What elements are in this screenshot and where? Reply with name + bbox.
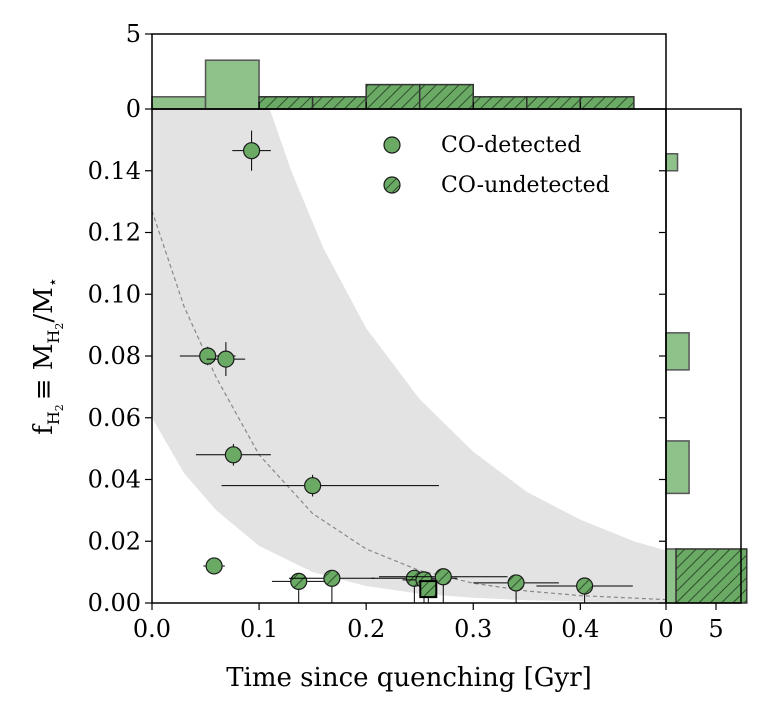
x-tick-label: 0.0 [133,615,171,643]
data-point-undetected [507,574,525,592]
top-hist-bar-undetected [579,96,635,110]
data-point-undetected [576,577,594,595]
data-point-detected [242,142,261,160]
model-median-curve [152,210,666,601]
data-point-detected [205,557,223,575]
y-tick-label: 0.14 [88,157,141,185]
x-axis-label: Time since quenching [Gyr] [226,663,592,693]
y-axis-label: fH2≡ MH2/M⋆ [29,277,66,435]
legend-marker-detected [383,136,401,154]
y-tick-label: 0.02 [88,527,141,555]
top-hist-bar-detected [204,59,260,110]
x-tick-label: 0.2 [347,615,385,643]
data-point-undetected [434,568,452,586]
x-tick-label: 0.3 [454,615,492,643]
x-tick-label: 0.4 [561,615,599,643]
right-histogram [665,153,748,604]
top-hist-bar-undetected [365,83,421,110]
right-hist-x-tick-label: 0 [658,615,673,643]
model-band [152,109,666,603]
right-hist-bar-undetected [675,548,748,604]
top-hist-bar-undetected [418,83,475,110]
y-tick-label: 0.10 [88,280,141,308]
top-hist-bar-undetected [526,96,582,110]
x-tick-label: 0.1 [240,615,278,643]
y-tick-label: 0.00 [88,589,141,617]
data-point-detected [199,347,217,365]
top-hist-y-tick-label: 5 [126,20,141,48]
data-point-undetected [323,569,341,587]
data-point-square [419,580,438,599]
legend-label-undetected: CO-undetected [441,173,610,198]
top-axes-frame [151,33,667,110]
right-hist-bar-detected [665,153,679,172]
ticks-layer: 0.0 0.1 0.2 0.3 0.4 0.00 0.02 0.04 0.06 0.08 0.10 0… [88,20,724,643]
data-point-undetected [290,572,308,590]
top-hist-bar-undetected [311,96,367,110]
y-tick-label: 0.12 [88,219,141,247]
top-hist-bar-detected [151,96,207,110]
y-tick-label: 0.06 [88,404,141,432]
top-hist-bar-undetected [258,96,314,110]
right-hist-bar-detected [665,440,690,495]
right-hist-bar-detected [665,332,690,371]
legend-marker-undetected [383,176,401,194]
svg-text:fH2≡ MH2/M⋆: fH2≡ MH2/M⋆ [29,277,66,435]
right-hist-x-tick-label: 5 [708,615,723,643]
top-histogram [151,59,635,110]
legend-label-detected: CO-detected [441,133,581,158]
top-hist-y-tick-label: 0 [126,95,141,123]
y-tick-label: 0.08 [88,342,141,370]
data-point-detected [304,477,322,495]
data-point-detected [217,350,235,368]
model-band-layer [152,109,666,603]
y-tick-label: 0.04 [88,466,141,494]
data-point-detected [224,446,242,464]
legend: CO-detected CO-undetected [383,133,610,198]
data-points-layer [179,130,633,603]
top-hist-bar-undetected [472,96,528,110]
